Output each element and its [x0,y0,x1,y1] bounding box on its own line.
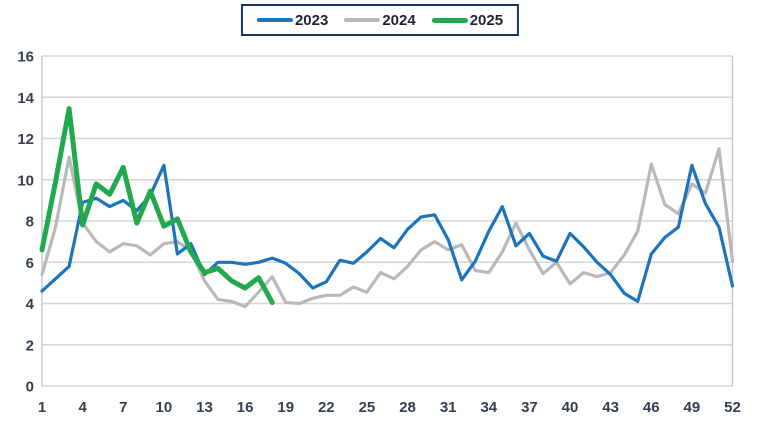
legend-swatch-2025 [431,17,468,23]
x-tick-label: 7 [119,399,127,416]
legend-label: 2024 [382,11,416,29]
y-tick-label: 10 [17,172,34,189]
series-line-2025 [39,106,275,305]
x-tick-label: 19 [277,399,294,416]
x-tick-label: 37 [521,399,538,416]
series-line-2023 [40,163,735,303]
x-tick-label: 49 [684,399,701,416]
x-tick-label: 16 [237,399,254,416]
x-tick-label: 28 [399,399,416,416]
legend-label: 2023 [294,11,329,29]
x-tick-label: 43 [602,399,619,416]
y-tick-label: 2 [26,337,34,354]
x-tick-label: 4 [78,399,87,416]
x-tick-label: 1 [38,399,46,416]
legend-item-2024: 2024 [344,11,416,29]
chart-legend: 2023 2024 2025 [240,4,520,36]
legend-swatch-2023 [256,18,293,22]
x-tick-label: 13 [196,399,213,416]
legend-item-2023: 2023 [256,11,329,29]
legend-item-2025: 2025 [431,11,504,29]
x-tick-label: 10 [156,399,173,416]
y-tick-label: 12 [17,131,34,148]
series-line-2024 [40,147,735,309]
x-tick-label: 52 [724,399,741,416]
x-tick-label: 34 [480,399,497,416]
y-tick-label: 14 [17,90,34,107]
legend-label: 2025 [469,11,504,29]
y-tick-label: 16 [17,49,34,66]
y-tick-label: 4 [26,296,35,313]
y-tick-label: 0 [26,379,34,396]
x-tick-label: 46 [643,399,660,416]
x-tick-label: 31 [440,399,457,416]
x-tick-label: 22 [318,399,335,416]
y-tick-label: 6 [26,255,34,272]
x-tick-label: 25 [359,399,376,416]
y-tick-label: 8 [26,214,34,231]
legend-swatch-2024 [344,18,381,22]
x-tick-label: 40 [562,399,579,416]
